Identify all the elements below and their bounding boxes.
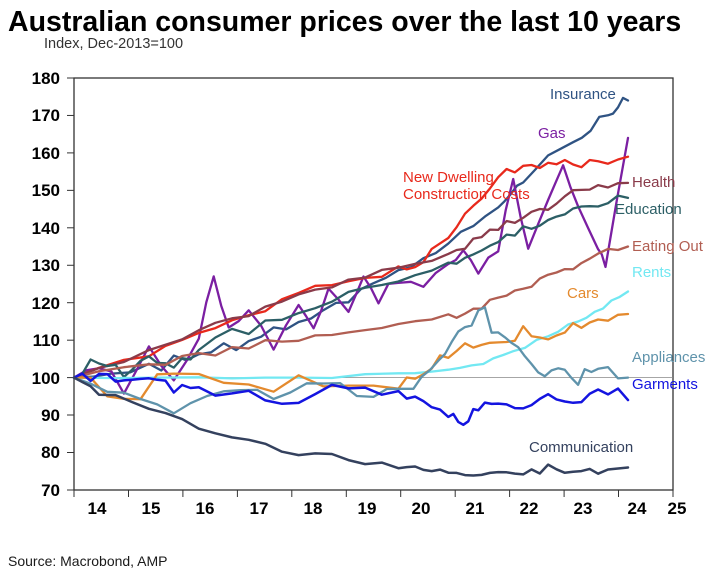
svg-text:Health: Health	[632, 174, 675, 191]
svg-text:Insurance: Insurance	[550, 86, 616, 103]
svg-text:Rents: Rents	[632, 264, 671, 281]
svg-text:New Dwelling: New Dwelling	[403, 169, 494, 186]
svg-text:Eating Out: Eating Out	[632, 238, 704, 255]
svg-text:Appliances: Appliances	[632, 349, 705, 366]
svg-text:Education: Education	[615, 201, 682, 218]
svg-text:Garments: Garments	[632, 376, 698, 393]
svg-text:Communication: Communication	[529, 439, 633, 456]
svg-text:Construction Costs: Construction Costs	[403, 186, 530, 203]
svg-text:Gas: Gas	[538, 125, 566, 142]
svg-text:Cars: Cars	[567, 285, 599, 302]
